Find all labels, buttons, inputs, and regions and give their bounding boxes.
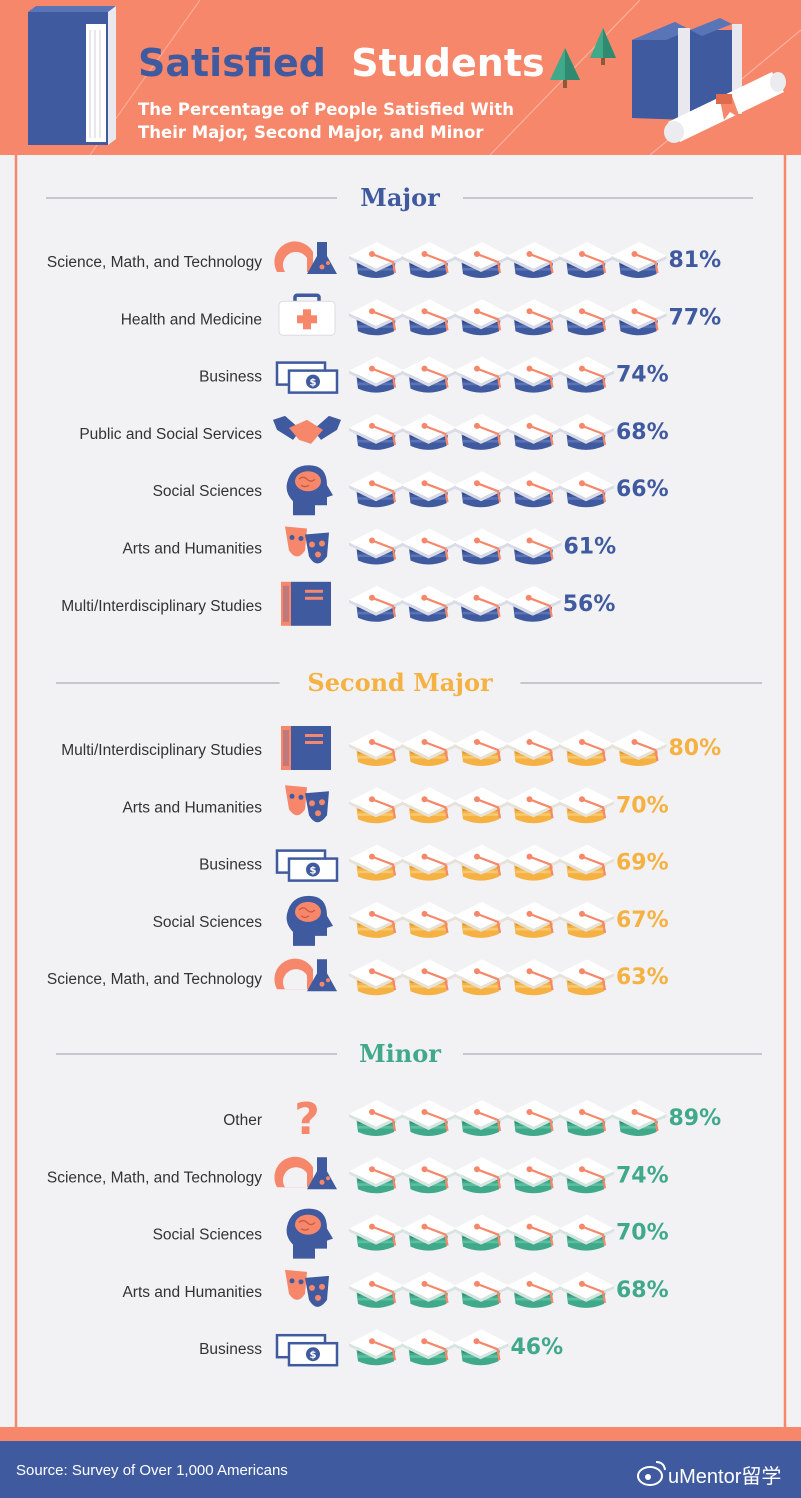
value-label: 46% — [510, 1335, 563, 1360]
title-word-2: Students — [351, 41, 544, 85]
value-label: 81% — [669, 248, 722, 273]
subtitle-line-2: Their Major, Second Major, and Minor — [138, 123, 484, 142]
value-label: 68% — [616, 1278, 669, 1303]
value-label: 77% — [669, 305, 722, 330]
value-label: 67% — [616, 908, 669, 933]
row-label: Business — [199, 1341, 262, 1358]
value-label: 61% — [564, 535, 617, 560]
value-label: 69% — [616, 851, 669, 876]
row-label: Social Sciences — [153, 1227, 263, 1244]
source-text: Source: Survey of Over 1,000 Americans — [16, 1462, 288, 1479]
row-label: Social Sciences — [153, 914, 263, 931]
value-label: 80% — [669, 736, 722, 761]
svg-text:$: $ — [310, 378, 317, 389]
row-label: Science, Math, and Technology — [47, 254, 262, 271]
value-label: 68% — [616, 420, 669, 445]
svg-text:?: ? — [294, 1094, 320, 1145]
svg-text:$: $ — [310, 1350, 317, 1361]
value-label: 74% — [616, 1163, 669, 1188]
section-title: Major — [360, 183, 440, 212]
value-label: 70% — [616, 793, 669, 818]
row-label: Public and Social Services — [79, 426, 262, 443]
row-label: Arts and Humanities — [122, 1284, 262, 1301]
row-label: Multi/Interdisciplinary Studies — [61, 598, 262, 615]
footer: Source: Survey of Over 1,000 Americans u… — [0, 1427, 801, 1498]
header: Satisfied Students The Percentage of Peo… — [0, 0, 801, 155]
watermark-text: uMentor留学 — [668, 1465, 781, 1488]
section-title: Second Major — [307, 668, 493, 697]
value-label: 56% — [563, 592, 616, 617]
row-label: Business — [199, 857, 262, 874]
value-label: 89% — [669, 1106, 722, 1131]
subtitle-line-1: The Percentage of People Satisfied With — [138, 100, 514, 119]
books-icon — [281, 582, 331, 626]
question-mark-icon: ? — [294, 1094, 320, 1145]
value-label: 70% — [616, 1221, 669, 1246]
row-label: Science, Math, and Technology — [47, 971, 262, 988]
row-label: Science, Math, and Technology — [47, 1169, 262, 1186]
value-label: 66% — [616, 477, 669, 502]
value-label: 63% — [616, 965, 669, 990]
book-illustration-icon — [28, 6, 116, 145]
svg-text:$: $ — [310, 866, 317, 877]
value-label: 74% — [616, 363, 669, 388]
title-word-1: Satisfied — [138, 41, 326, 85]
row-label: Health and Medicine — [121, 311, 262, 328]
row-label: Arts and Humanities — [122, 799, 262, 816]
medical-kit-icon — [279, 295, 335, 335]
footer-accent-bar — [0, 1427, 801, 1441]
books-icon — [281, 726, 331, 770]
row-label: Multi/Interdisciplinary Studies — [61, 742, 262, 759]
row-label: Arts and Humanities — [122, 541, 262, 558]
section-title: Minor — [359, 1039, 441, 1068]
row-label: Social Sciences — [153, 483, 263, 500]
row-label: Business — [199, 369, 262, 386]
row-label: Other — [223, 1112, 262, 1129]
